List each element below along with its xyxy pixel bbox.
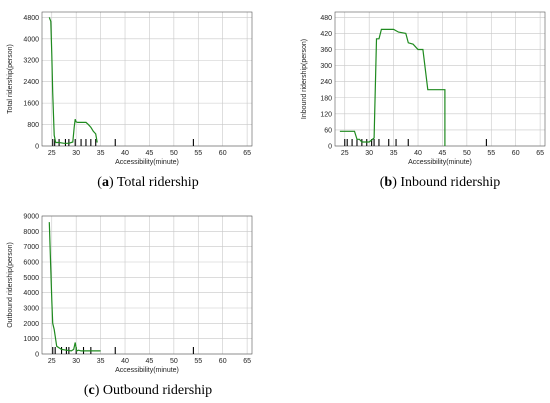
- x-tick-label: 30: [72, 358, 80, 365]
- x-tick-label: 45: [146, 150, 154, 157]
- x-tick-label: 40: [121, 150, 129, 157]
- x-tick-label: 65: [243, 150, 251, 157]
- y-tick-label: 0: [35, 144, 39, 151]
- y-tick-label: 4000: [23, 290, 39, 297]
- y-tick-label: 3200: [23, 58, 39, 65]
- series-line: [339, 28, 446, 146]
- x-tick-label: 50: [170, 150, 178, 157]
- y-tick-label: 3000: [23, 306, 39, 313]
- x-axis-label: Accessibility(minute): [115, 159, 179, 166]
- series-line: [48, 17, 98, 144]
- plot-frame: [41, 11, 253, 147]
- y-tick-label: 4000: [23, 36, 39, 43]
- plot-frame: [334, 11, 546, 147]
- x-tick-label: 65: [243, 358, 251, 365]
- y-tick-label: 480: [320, 15, 332, 22]
- chart-panel-b: 25 30 35 40 45 50 55 60 65 0 60 120 180 240 300 360 420 4…: [301, 11, 546, 190]
- y-tick-label: 800: [27, 122, 39, 129]
- x-tick-label: 45: [439, 150, 447, 157]
- x-tick-label: 55: [194, 358, 202, 365]
- y-tick-label: 360: [320, 47, 332, 54]
- y-tick-label: 4800: [23, 15, 39, 22]
- y-axis-label: Total ridership(person): [7, 44, 14, 114]
- x-tick-label: 60: [219, 150, 227, 157]
- y-tick-label: 0: [35, 352, 39, 359]
- x-tick-label: 55: [487, 150, 495, 157]
- y-tick-label: 0: [328, 144, 332, 151]
- x-axis-label: Accessibility(minute): [408, 159, 472, 166]
- x-tick-label: 45: [146, 358, 154, 365]
- x-tick-label: 55: [194, 150, 202, 157]
- y-axis-label: Inbound ridership(person): [301, 39, 308, 119]
- x-axis-label: Accessibility(minute): [115, 367, 179, 374]
- x-tick-label: 65: [536, 150, 544, 157]
- chart-caption: (b) Inbound ridership: [380, 175, 501, 190]
- x-tick-label: 25: [341, 150, 349, 157]
- y-tick-label: 6000: [23, 260, 39, 267]
- x-tick-label: 50: [463, 150, 471, 157]
- x-tick-label: 60: [512, 150, 520, 157]
- y-tick-label: 120: [320, 111, 332, 118]
- x-tick-label: 60: [219, 358, 227, 365]
- series-line: [48, 222, 101, 352]
- y-tick-label: 8000: [23, 229, 39, 236]
- y-tick-label: 420: [320, 31, 332, 38]
- y-tick-label: 9000: [23, 214, 39, 221]
- y-tick-label: 2400: [23, 79, 39, 86]
- y-tick-label: 240: [320, 79, 332, 86]
- y-tick-label: 1000: [23, 336, 39, 343]
- y-tick-label: 7000: [23, 244, 39, 251]
- x-tick-label: 30: [365, 150, 373, 157]
- y-tick-label: 5000: [23, 275, 39, 282]
- x-tick-label: 35: [97, 358, 105, 365]
- chart-panel-a: 25 30 35 40 45 50 55 60 65 0 800 1600 2400 3200 4000 48…: [7, 11, 253, 190]
- y-tick-label: 180: [320, 95, 332, 102]
- y-tick-label: 1600: [23, 101, 39, 108]
- x-tick-label: 35: [97, 150, 105, 157]
- chart-panel-c: 25 30 35 40 45 50 55 60 65 0 1000 2000 3000 4000 5000 6…: [7, 214, 253, 398]
- chart-caption: (c) Outbound ridership: [84, 383, 212, 398]
- x-tick-label: 40: [414, 150, 422, 157]
- x-tick-label: 30: [72, 150, 80, 157]
- x-tick-label: 25: [48, 358, 56, 365]
- x-tick-label: 40: [121, 358, 129, 365]
- x-tick-label: 50: [170, 358, 178, 365]
- y-tick-label: 2000: [23, 321, 39, 328]
- x-tick-label: 35: [390, 150, 398, 157]
- y-tick-label: 300: [320, 63, 332, 70]
- plot-frame: [41, 215, 253, 355]
- y-tick-label: 60: [324, 127, 332, 134]
- y-axis-label: Outbound ridership(person): [7, 242, 14, 328]
- chart-caption: (a) Total ridership: [97, 175, 198, 190]
- x-tick-label: 25: [48, 150, 56, 157]
